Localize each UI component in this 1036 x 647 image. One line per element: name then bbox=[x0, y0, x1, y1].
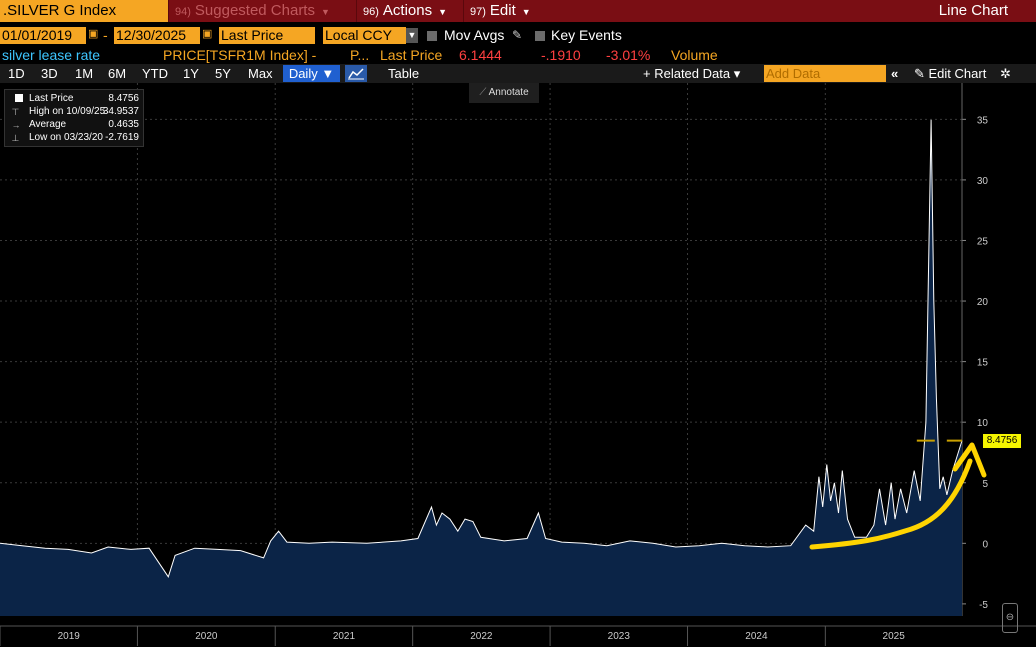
legend-last-label: Last Price bbox=[29, 93, 74, 104]
volume-label: Volume bbox=[671, 47, 718, 63]
period-1m[interactable]: 1M bbox=[75, 66, 94, 81]
x-tick-label: 2022 bbox=[470, 631, 493, 642]
annotate-button[interactable]: ⟋ Annotate bbox=[469, 83, 539, 103]
related-data-menu[interactable]: + Related Data ▾ bbox=[643, 66, 741, 81]
ticker-field[interactable]: .SILVER G Index bbox=[0, 0, 168, 22]
chevron-down-icon[interactable]: ▼ bbox=[406, 28, 418, 43]
settings-row: 01/01/2019 ▣ - 12/30/2025 ▣ Last Price L… bbox=[0, 27, 1036, 45]
pencil-icon: ⟋ bbox=[479, 87, 489, 98]
period-3d[interactable]: 3D bbox=[41, 66, 58, 81]
low-marker-icon: ⊥ bbox=[9, 133, 20, 143]
top-toolbar: .SILVER G Index 94) Suggested Charts ▼ 96)… bbox=[0, 0, 1036, 22]
y-tick-label: 25 bbox=[977, 236, 989, 247]
period-1y[interactable]: 1Y bbox=[183, 66, 199, 81]
last-price-label: Last Price bbox=[380, 47, 443, 63]
change-percent: -3.01% bbox=[606, 47, 651, 63]
y-tick-label: 15 bbox=[977, 358, 989, 369]
actions-label: Actions bbox=[382, 2, 433, 19]
legend-average-value: 0.4635 bbox=[108, 119, 139, 130]
period-row: 1D 3D 1M 6M YTD 1Y 5Y Max Daily ▼ Table … bbox=[0, 64, 1036, 83]
x-tick-label: 2023 bbox=[608, 631, 631, 642]
calendar-icon[interactable]: ▣ bbox=[202, 28, 213, 40]
edit-number: 97) bbox=[470, 6, 486, 18]
y-tick-label: 30 bbox=[977, 176, 989, 187]
y-tick-label: 20 bbox=[977, 297, 989, 308]
last-price-value: 6.1444 bbox=[459, 47, 502, 63]
legend-square-icon bbox=[9, 93, 25, 106]
x-tick-label: 2019 bbox=[58, 631, 81, 642]
gear-icon[interactable]: ✲ bbox=[1000, 66, 1011, 81]
mov-avgs-checkbox[interactable] bbox=[427, 31, 437, 41]
x-tick-label: 2025 bbox=[883, 631, 906, 642]
suggested-charts-label: Suggested Charts bbox=[194, 2, 315, 19]
legend-average-label: Average bbox=[29, 119, 67, 130]
legend-low-label: Low on 03/23/20 bbox=[29, 132, 103, 143]
last-price-tag: 8.4756 bbox=[983, 433, 1021, 448]
currency-select[interactable]: Local CCY bbox=[323, 27, 406, 44]
edit-chart-button[interactable]: ✎ Edit Chart bbox=[914, 66, 987, 81]
annotate-label: Annotate bbox=[488, 87, 529, 98]
edit-menu[interactable]: 97) Edit ▼ bbox=[463, 0, 543, 22]
x-tick-label: 2020 bbox=[195, 631, 218, 642]
average-marker-icon: → bbox=[9, 120, 21, 130]
high-marker-icon: ⊤ bbox=[9, 107, 20, 117]
change-value: -.1910 bbox=[541, 47, 581, 63]
period-ytd[interactable]: YTD bbox=[142, 66, 168, 81]
frequency-select[interactable]: Daily ▼ bbox=[283, 65, 340, 82]
chevron-down-icon: ▼ bbox=[521, 7, 531, 17]
y-tick-label: -5 bbox=[979, 600, 988, 611]
table-button[interactable]: Table bbox=[388, 66, 420, 81]
view-title: Line Chart bbox=[938, 2, 1008, 19]
x-tick-label: 2024 bbox=[745, 631, 768, 642]
y-tick-label: 5 bbox=[982, 479, 988, 490]
chevron-down-icon: ▼ bbox=[438, 7, 448, 17]
y-tick-label: 10 bbox=[977, 418, 989, 429]
key-events-checkbox[interactable] bbox=[535, 31, 545, 41]
suggested-charts-number: 94) bbox=[175, 6, 191, 18]
key-events-label: Key Events bbox=[551, 27, 622, 43]
highlight-arrow-head bbox=[952, 442, 987, 478]
x-tick-label: 2021 bbox=[333, 631, 356, 642]
period-5y[interactable]: 5Y bbox=[215, 66, 231, 81]
start-date-field[interactable]: 01/01/2019 bbox=[0, 27, 86, 44]
edit-label: Edit bbox=[489, 2, 516, 19]
collapse-icon[interactable]: « bbox=[891, 66, 899, 81]
price-field-select[interactable]: Last Price bbox=[219, 27, 315, 44]
period-max[interactable]: Max bbox=[248, 66, 273, 81]
highlight-arrow-stroke bbox=[809, 458, 973, 550]
series-area-fill bbox=[0, 119, 962, 617]
second-series-tail: P... bbox=[350, 47, 370, 63]
add-data-input[interactable]: Add Data bbox=[764, 65, 886, 82]
mov-avgs-label: Mov Avgs bbox=[444, 27, 505, 43]
line-chart-icon[interactable] bbox=[345, 65, 367, 82]
legend-high-value: 34.9537 bbox=[102, 106, 139, 117]
actions-number: 96) bbox=[363, 6, 379, 18]
chart-legend: Last Price 8.4756 ⊤ High on 10/09/25 34.… bbox=[4, 89, 144, 147]
y-tick-label: 35 bbox=[977, 115, 989, 126]
chevron-down-icon: ▼ bbox=[320, 7, 330, 17]
pencil-icon[interactable]: ✎ bbox=[512, 28, 523, 42]
period-1d[interactable]: 1D bbox=[8, 66, 25, 81]
actions-menu[interactable]: 96) Actions ▼ bbox=[356, 0, 461, 22]
end-date-field[interactable]: 12/30/2025 bbox=[114, 27, 200, 44]
security-row: silver lease rate PRICE[TSFR1M Index] - … bbox=[0, 46, 1036, 64]
calendar-icon[interactable]: ▣ bbox=[88, 28, 99, 40]
legend-high-label: High on 10/09/25 bbox=[29, 106, 106, 117]
zoom-slider-icon[interactable]: ⊖ bbox=[1002, 603, 1018, 633]
period-6m[interactable]: 6M bbox=[108, 66, 127, 81]
y-tick-label: 0 bbox=[982, 539, 988, 550]
series-line bbox=[0, 119, 963, 578]
legend-low-value: -2.7619 bbox=[105, 132, 139, 143]
chart-area[interactable]: -5 0 5 10 15 20 25 30 35 2019 2020 2021 2022 2023 2024… bbox=[0, 83, 1036, 647]
second-series-label: PRICE[TSFR1M Index] - bbox=[163, 47, 317, 63]
legend-last-value: 8.4756 bbox=[108, 93, 139, 104]
security-description: silver lease rate bbox=[2, 47, 101, 63]
date-separator: - bbox=[103, 27, 108, 43]
suggested-charts-menu[interactable]: 94) Suggested Charts ▼ bbox=[168, 0, 354, 22]
